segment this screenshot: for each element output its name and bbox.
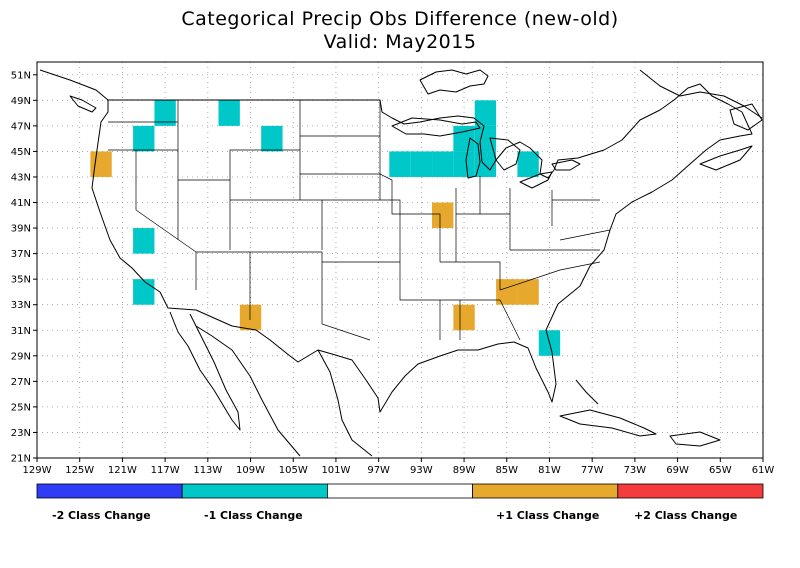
cell-minus xyxy=(154,100,176,126)
cell-minus xyxy=(133,279,155,305)
y-tick-label: 31N xyxy=(11,326,31,337)
hudson-bay-coast xyxy=(419,69,489,95)
x-tick-label: 73W xyxy=(624,465,647,476)
x-tick-label: 77W xyxy=(581,465,604,476)
y-tick-label: 37N xyxy=(11,249,31,260)
legend-swatch xyxy=(181,483,328,499)
y-tick-label: 33N xyxy=(11,300,31,311)
x-tick-label: 61W xyxy=(752,465,775,476)
bahamas xyxy=(575,379,599,405)
canada-coast-west xyxy=(39,69,109,101)
cell-minus xyxy=(133,228,155,254)
x-tick-label: 105W xyxy=(279,465,308,476)
lake-huron xyxy=(489,137,521,171)
baja-california xyxy=(169,311,241,431)
cell-plus xyxy=(432,202,454,229)
map-subtitle: Valid: May2015 xyxy=(323,31,477,53)
x-tick-label: 117W xyxy=(151,465,180,476)
lake-superior xyxy=(391,117,481,137)
x-tick-label: 93W xyxy=(410,465,433,476)
x-tick-label: 109W xyxy=(236,465,265,476)
map-title: Categorical Precip Obs Difference (new-o… xyxy=(181,8,619,30)
y-tick-label: 27N xyxy=(11,377,31,388)
legend-swatch xyxy=(326,483,473,499)
x-tick-label: 121W xyxy=(108,465,137,476)
cell-minus xyxy=(218,100,240,126)
mexico-coast xyxy=(195,325,301,457)
longitude-ticks: 129W 125W 121W 117W 113W 109W 105W 101W 97W 93W 89… xyxy=(23,458,775,476)
cell-plus xyxy=(239,304,262,331)
cell-minus xyxy=(133,125,155,152)
y-tick-label: 23N xyxy=(11,428,31,439)
latitude-ticks: 21N 23N 25N 27N 29N 31N 33N 35N 37N 39N 41N 43N 45N 4… xyxy=(11,70,37,465)
cell-minus xyxy=(389,151,411,177)
legend-label-minus1: -1 Class Change xyxy=(204,509,303,522)
legend-label-minus2: -2 Class Change xyxy=(52,509,151,522)
y-tick-label: 51N xyxy=(11,70,31,81)
cell-plus xyxy=(453,304,475,331)
map-frame xyxy=(36,61,764,459)
cell-minus xyxy=(474,151,497,177)
cell-minus xyxy=(517,151,539,177)
cell-plus xyxy=(496,279,518,305)
x-tick-label: 65W xyxy=(709,465,732,476)
legend-swatch xyxy=(617,483,764,499)
y-tick-label: 25N xyxy=(11,402,31,413)
legend-label-plus1: +1 Class Change xyxy=(496,509,600,522)
x-tick-label: 101W xyxy=(321,465,350,476)
x-tick-label: 97W xyxy=(367,465,390,476)
y-tick-label: 43N xyxy=(11,172,31,183)
y-tick-label: 29N xyxy=(11,351,31,362)
y-tick-label: 39N xyxy=(11,224,31,235)
y-tick-label: 45N xyxy=(11,147,31,158)
gulf-coast-mexico xyxy=(317,349,373,457)
lake-ontario xyxy=(551,159,581,171)
newfoundland xyxy=(729,103,763,131)
cell-minus xyxy=(261,125,283,152)
us-coastline xyxy=(91,83,753,413)
lake-erie xyxy=(519,171,553,189)
x-tick-label: 69W xyxy=(666,465,689,476)
cell-plus xyxy=(517,279,539,305)
y-tick-label: 47N xyxy=(11,121,31,132)
legend-swatch xyxy=(36,483,183,499)
cell-minus xyxy=(453,151,475,177)
legend-label-plus2: +2 Class Change xyxy=(634,509,738,522)
cell-minus xyxy=(410,151,433,177)
x-tick-label: 113W xyxy=(193,465,222,476)
hispaniola xyxy=(669,431,721,447)
y-tick-label: 35N xyxy=(11,275,31,286)
cuba xyxy=(559,409,657,437)
legend-swatch xyxy=(472,483,619,499)
nova-scotia xyxy=(699,145,753,171)
y-tick-label: 49N xyxy=(11,96,31,107)
difference-cells xyxy=(90,100,561,356)
cell-minus xyxy=(432,151,454,177)
x-tick-label: 125W xyxy=(65,465,94,476)
lake-michigan xyxy=(465,137,481,179)
state-borders xyxy=(108,100,611,341)
x-tick-label: 129W xyxy=(23,465,52,476)
y-tick-label: 21N xyxy=(11,454,31,465)
y-tick-label: 41N xyxy=(11,198,31,209)
cell-minus xyxy=(474,100,497,126)
x-tick-label: 81W xyxy=(538,465,561,476)
x-tick-label: 85W xyxy=(495,465,518,476)
vancouver-island xyxy=(69,95,97,113)
map-outlines xyxy=(39,69,763,457)
x-tick-label: 89W xyxy=(453,465,476,476)
color-legend xyxy=(36,483,764,499)
